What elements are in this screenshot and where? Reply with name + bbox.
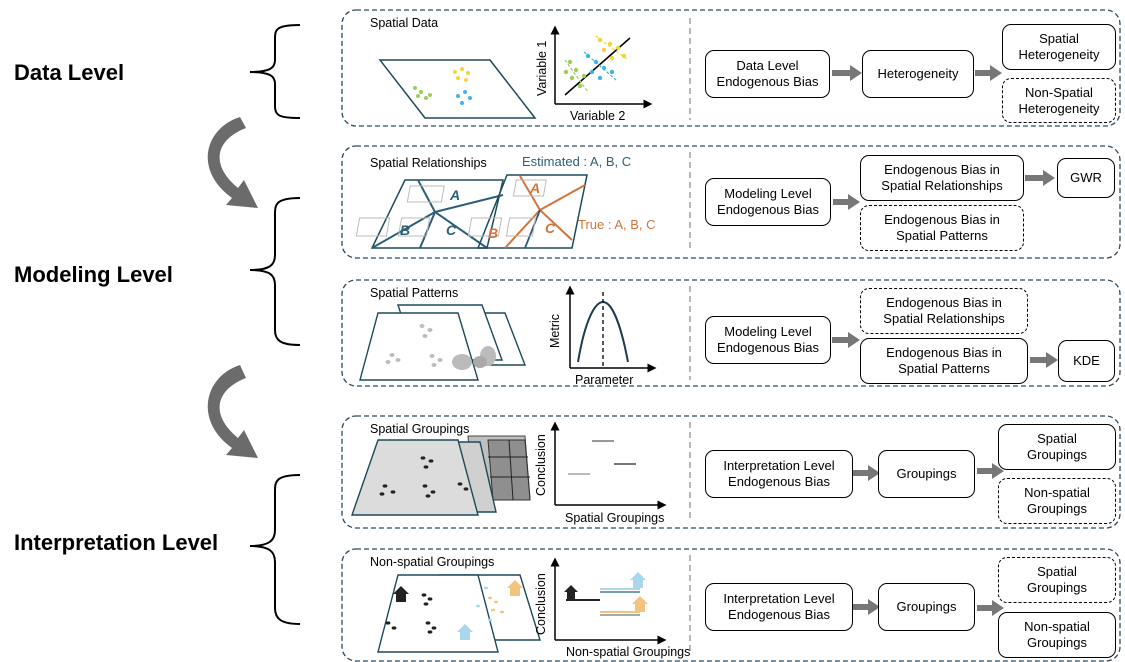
spatial-data-points [413,67,472,105]
region-label-a-estimated: A [449,187,460,203]
axis-label-metric: Metric [548,314,562,348]
house-icon [507,580,523,596]
conclusion-non-spatial-axes [550,557,667,645]
axis-label-parameter: Parameter [575,373,633,387]
panel-spatial-patterns [341,279,1121,387]
house-icon [457,624,473,640]
house-icon [630,572,646,588]
region-label-c-estimated: C [446,222,457,238]
non-spatial-heterogeneity-box: Non-Spatial Heterogeneity [1002,78,1116,123]
non-spatial-groupings-box-2: Non-spatial Groupings [998,612,1116,658]
level-label-interpretation: Interpretation Level [14,530,219,555]
endogenous-bias-patterns-box: Endogenous Bias in Spatial Patterns [860,205,1024,251]
modeling-level-endogenous-bias-box: Modeling Level Endogenous Bias [705,178,831,226]
panel-title-spatial-patterns: Spatial Patterns [370,286,459,300]
non-spatial-points [385,593,437,634]
region-label-c-true: C [545,220,556,236]
region-label-b-estimated: B [400,222,410,238]
axis-label-spatial-groupings: Spatial Groupings [565,511,664,525]
region-label-a-true: A [529,180,540,196]
curve-arrow-icon [207,117,258,458]
scatter-points [563,35,629,93]
groupings-box-2: Groupings [878,583,975,631]
metric-curve [577,300,629,363]
non-spatial-points-colored [476,586,504,622]
spatial-groupings-box-2: Spatial Groupings [998,557,1116,603]
panel-title-spatial-data: Spatial Data [370,16,439,30]
flow-arrow-icon [832,65,1058,616]
spatial-groupings-maps [351,435,531,516]
spatial-patterns-maps [359,304,527,381]
axis-label-non-spatial-groupings: Non-spatial Groupings [566,645,690,659]
axis-label-conclusion-2: Conclusion [534,573,548,635]
spatial-groupings-box: Spatial Groupings [998,424,1116,470]
brace-data-level [249,24,301,119]
axis-label-conclusion-1: Conclusion [534,434,548,496]
true-regions-map [467,174,588,249]
group-conclusion-bars [568,440,636,475]
panel-title-spatial-relationships: Spatial Relationships [370,156,487,170]
panel-non-spatial-groupings [341,548,1121,662]
brace-interpretation-level [249,474,301,625]
estimated-label: Estimated : A, B, C [522,154,631,169]
endogenous-bias-patterns-box-2: Endogenous Bias in Spatial Patterns [860,338,1028,384]
pattern-points [385,324,443,367]
heterogeneity-box: Heterogeneity [862,50,974,98]
gwr-box: GWR [1057,158,1115,198]
panel-title-spatial-groupings: Spatial Groupings [370,422,470,436]
modeling-level-endogenous-bias-box-2: Modeling Level Endogenous Bias [705,316,831,364]
spatial-data-map [378,59,537,119]
true-label: True : A, B, C [578,217,656,232]
non-spatial-groupings-box: Non-spatial Groupings [998,478,1116,524]
panel-spatial-data [341,9,1121,127]
panel-spatial-groupings [341,415,1121,529]
interpretation-level-endogenous-bias-box: Interpretation Level Endogenous Bias [705,450,853,498]
estimated-regions-map [355,179,504,249]
panel-title-non-spatial-groupings: Non-spatial Groupings [370,555,495,569]
endogenous-bias-relationships-box: Endogenous Bias in Spatial Relationships [860,155,1024,201]
data-level-endogenous-bias-box: Data Level Endogenous Bias [705,50,830,98]
spatial-heterogeneity-box: Spatial Heterogeneity [1002,24,1116,70]
metric-parameter-axes [565,285,657,373]
level-label-data: Data Level [14,60,125,85]
conclusion-groupings-axes [550,421,667,510]
brace-modeling-level [249,197,301,346]
interpretation-level-endogenous-bias-box-2: Interpretation Level Endogenous Bias [705,583,853,631]
groupings-box: Groupings [878,450,975,498]
axis-label-variable-1: Variable 1 [535,41,549,96]
house-icon [564,585,578,599]
house-icon [632,596,648,612]
house-icon [393,586,409,602]
grouping-points [379,456,469,498]
endogenous-bias-relationships-box-2: Endogenous Bias in Spatial Relationships [860,288,1028,334]
region-label-b-true: B [488,225,498,241]
level-label-modeling: Modeling Level [14,262,173,287]
axis-label-variable-2: Variable 2 [570,109,625,123]
kde-box: KDE [1058,340,1115,382]
panel-spatial-relationships [341,145,1121,259]
